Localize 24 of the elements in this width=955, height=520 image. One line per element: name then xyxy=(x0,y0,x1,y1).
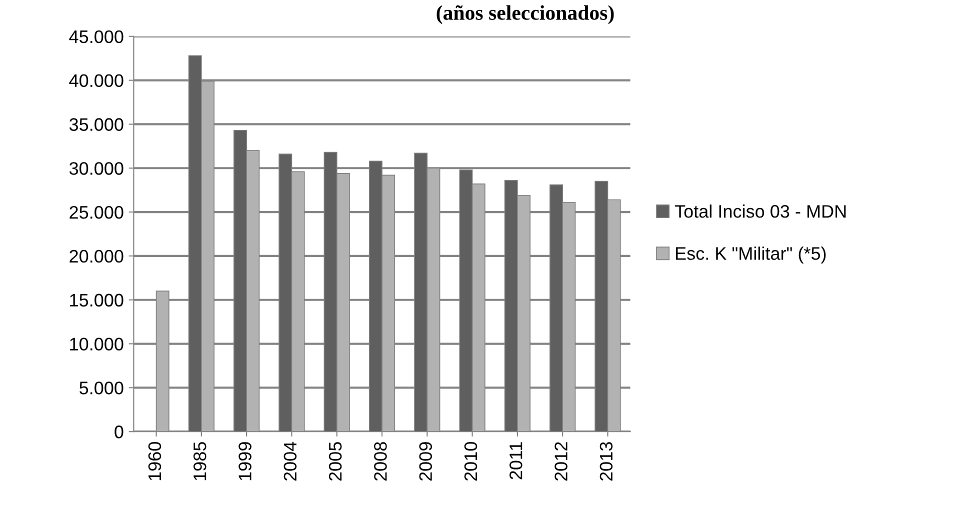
x-tick-label: 2011 xyxy=(510,442,522,480)
x-tick-label: 2004 xyxy=(284,442,297,481)
x-tick-label: 2012 xyxy=(554,442,568,481)
x-tick-label: 2009 xyxy=(419,442,432,481)
x-tick-label: 2013 xyxy=(600,442,613,481)
legend-label: Total Inciso 03 - MDN xyxy=(674,204,846,218)
y-tick-label: 5.000 xyxy=(80,382,124,394)
y-tick-label: 25.000 xyxy=(70,206,124,219)
y-tick-label: 20.000 xyxy=(70,250,124,263)
chart-title: (años seleccionados) xyxy=(436,5,614,24)
x-tick-label: 2008 xyxy=(374,442,387,481)
y-tick-label: 15.000 xyxy=(70,294,124,307)
legend-label: Esc. K "Militar" (*5) xyxy=(676,246,826,264)
y-tick-label: 30.000 xyxy=(69,162,124,175)
y-tick-label: 35.000 xyxy=(69,118,124,131)
x-tick-label: 1960 xyxy=(148,442,162,480)
x-tick-label: 2010 xyxy=(464,442,478,481)
y-tick-label: 40.000 xyxy=(69,74,124,88)
x-tick-label: 2005 xyxy=(328,442,342,481)
y-tick-label: 10.000 xyxy=(70,338,124,350)
x-tick-label: 1999 xyxy=(238,442,252,480)
x-tick-label: 1985 xyxy=(193,442,206,480)
y-tick-label: 45.000 xyxy=(69,30,124,44)
y-tick-label: 0 xyxy=(114,426,124,438)
